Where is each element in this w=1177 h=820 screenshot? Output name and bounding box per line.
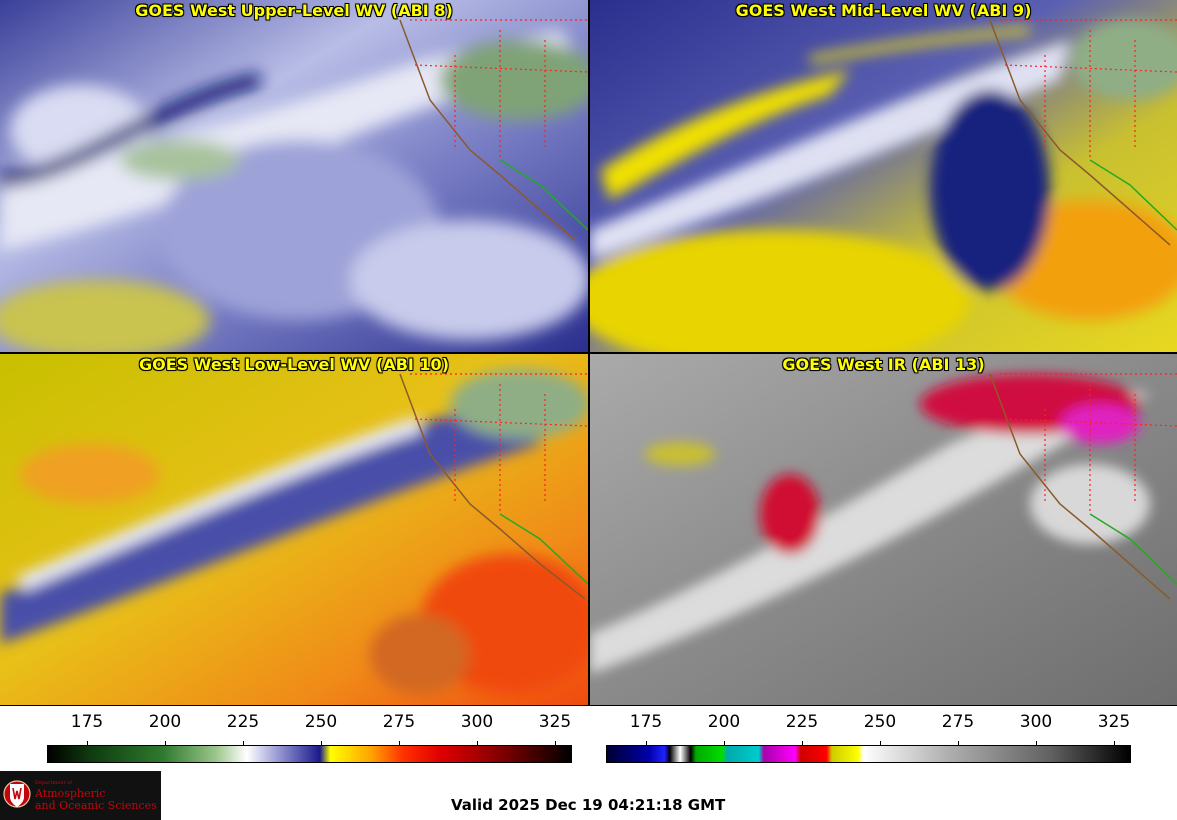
tick-label: 225 [226, 712, 260, 732]
tick-label: 175 [629, 712, 663, 732]
logo-dept-text: Department of [35, 780, 72, 786]
tick-label: 250 [863, 712, 897, 732]
wv-colorbar: 175 200 225 250 275 300 325 [47, 712, 572, 767]
tick-mark [880, 741, 881, 747]
tick-label: 300 [460, 712, 494, 732]
tick-label: 175 [70, 712, 104, 732]
tick-mark [1036, 741, 1037, 747]
low-level-wv-panel: GOES West Low-Level WV (ABI 10) [0, 354, 588, 705]
aos-logo[interactable]: Department of Atmospheric and Oceanic Sc… [0, 771, 161, 820]
tick-mark [477, 741, 478, 747]
tick-label: 200 [148, 712, 182, 732]
infrared-image [590, 354, 1177, 705]
infrared-panel: GOES West IR (ABI 13) [590, 354, 1177, 705]
tick-mark [87, 741, 88, 747]
uw-crest-icon [3, 780, 31, 808]
horizontal-divider [0, 352, 1177, 354]
wv-colorbar-gradient [47, 745, 572, 763]
mid-level-wv-image [590, 0, 1177, 352]
tick-mark [724, 741, 725, 747]
tick-mark [243, 741, 244, 747]
panel-title: GOES West Mid-Level WV (ABI 9) [735, 1, 1032, 20]
tick-label: 275 [941, 712, 975, 732]
logo-line2: and Oceanic Sciences [35, 799, 157, 812]
tick-mark [555, 741, 556, 747]
tick-label: 225 [785, 712, 819, 732]
panel-title: GOES West IR (ABI 13) [782, 355, 985, 374]
tick-label: 300 [1019, 712, 1053, 732]
panel-title: GOES West Upper-Level WV (ABI 8) [135, 1, 453, 20]
tick-mark [958, 741, 959, 747]
valid-time: Valid 2025 Dec 19 04:21:18 GMT [451, 796, 726, 814]
ir-colorbar-gradient [606, 745, 1131, 763]
bottom-border [0, 705, 1177, 706]
tick-label: 250 [304, 712, 338, 732]
tick-mark [165, 741, 166, 747]
upper-level-wv-image [0, 0, 588, 352]
tick-label: 325 [538, 712, 572, 732]
mid-level-wv-panel: GOES West Mid-Level WV (ABI 9) [590, 0, 1177, 352]
low-level-wv-image [0, 354, 588, 705]
logo-line1: Atmospheric [35, 787, 106, 800]
tick-mark [646, 741, 647, 747]
tick-mark [321, 741, 322, 747]
panel-title: GOES West Low-Level WV (ABI 10) [138, 355, 449, 374]
tick-mark [1114, 741, 1115, 747]
tick-label: 275 [382, 712, 416, 732]
tick-mark [399, 741, 400, 747]
tick-mark [802, 741, 803, 747]
tick-label: 200 [707, 712, 741, 732]
ir-colorbar: 175 200 225 250 275 300 325 [606, 712, 1131, 767]
upper-level-wv-panel: GOES West Upper-Level WV (ABI 8) [0, 0, 588, 352]
tick-label: 325 [1097, 712, 1131, 732]
